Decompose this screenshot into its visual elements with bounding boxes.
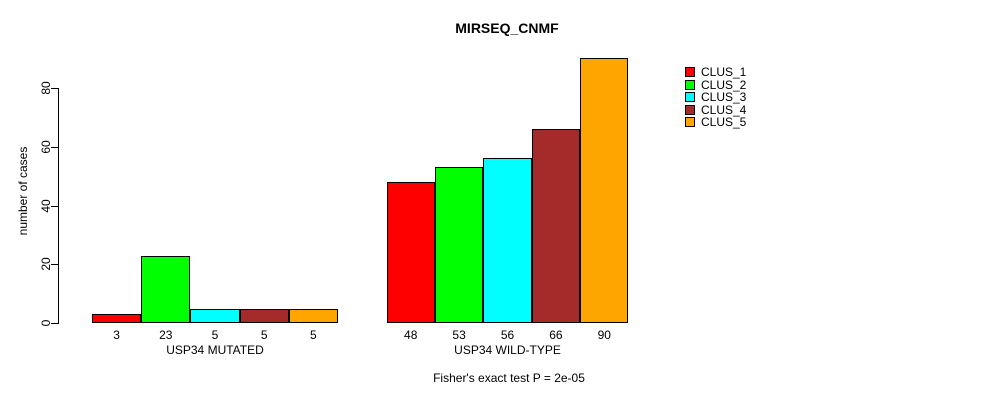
legend-item-label: CLUS_5 [701,115,747,130]
bar-value-label: 23 [159,327,173,342]
legend-item-label: CLUS_2 [701,77,747,92]
bar-clus-1 [386,181,435,324]
bar-value-label: 90 [597,327,611,342]
legend-item: CLUS_3 [685,90,747,105]
chart-title: MIRSEQ_CNMF [455,20,559,36]
bar-clus-2 [434,167,484,324]
bar-value-label: 5 [260,327,268,342]
legend-item: CLUS_5 [685,115,747,130]
y-axis-tick [51,205,58,207]
bar-clus-3 [190,308,240,324]
bar-clus-5 [288,308,338,324]
y-axis-tick-label: 20 [39,257,53,272]
bar-clus-4 [531,128,581,324]
legend-item-label: CLUS_4 [701,102,747,117]
legend-item: CLUS_2 [685,77,747,92]
fisher-test-caption: Fisher's exact test P = 2e-05 [433,371,585,385]
legend-item-label: CLUS_1 [701,65,747,79]
group-label: USP34 MUTATED [166,343,264,357]
legend-item-label: CLUS_3 [701,90,747,105]
y-axis-tick-label: 40 [39,198,53,213]
bar-clus-3 [483,158,532,324]
y-axis-tick-label: 0 [39,319,53,327]
bar-clus-2 [141,255,191,324]
legend-swatch [685,104,695,115]
legend-item: CLUS_1 [685,65,747,79]
bar-value-label: 53 [452,327,466,342]
legend-swatch [685,117,695,128]
bar-value-label: 66 [549,327,563,342]
legend-swatch [685,92,695,103]
y-axis-line [58,87,59,325]
bar-clus-4 [239,308,289,324]
legend-swatch [685,67,695,77]
bar-value-label: 48 [404,327,418,342]
y-axis-tick [51,323,58,325]
y-axis-tick [51,87,58,89]
y-axis-tick-label: 80 [39,81,53,95]
bar-value-label: 3 [113,327,120,342]
group-label: USP34 WILD-TYPE [454,343,561,357]
legend-swatch [685,79,695,90]
y-axis-label: number of cases [16,146,30,236]
bar-value-label: 5 [211,327,219,342]
bar-clus-5 [580,58,629,324]
bar-value-label: 5 [310,327,317,342]
y-axis-tick [51,264,58,266]
y-axis-tick-label: 60 [39,139,53,154]
bar-clus-1 [92,314,142,324]
bar-value-label: 56 [500,327,515,342]
y-axis-tick [51,146,58,148]
legend-item: CLUS_4 [685,102,747,117]
